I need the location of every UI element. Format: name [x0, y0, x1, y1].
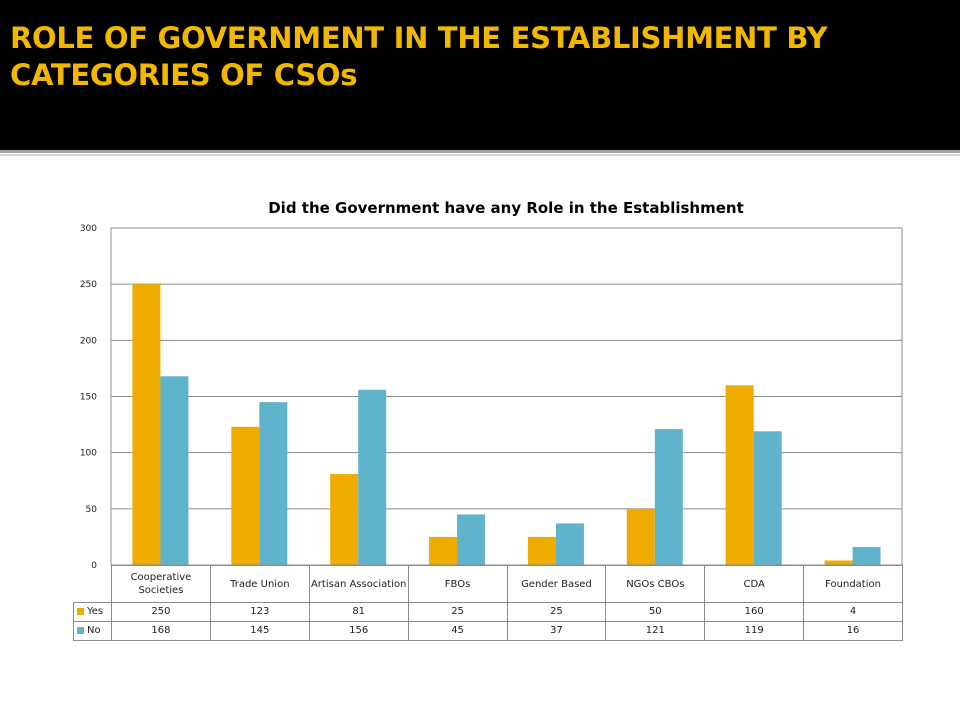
- chart-title: Did the Government have any Role in the …: [268, 199, 744, 217]
- data-label: 4: [803, 602, 903, 622]
- data-label: 156: [308, 621, 409, 641]
- bars: [132, 284, 881, 565]
- bar-yes-4: [527, 536, 556, 565]
- bar-yes-5: [626, 508, 655, 565]
- slide-title: ROLE OF GOVERNMENT IN THE ESTABLISHMENT …: [10, 21, 828, 92]
- y-tick-label: 50: [86, 505, 98, 515]
- bar-no-1: [259, 402, 288, 565]
- bar-yes-2: [330, 474, 359, 565]
- header-divider-light: [0, 154, 960, 156]
- bar-no-5: [654, 429, 683, 565]
- bar-yes-1: [231, 426, 260, 565]
- slide-header: [0, 0, 960, 150]
- legend-label: No: [87, 625, 101, 636]
- data-label: 250: [111, 602, 211, 622]
- category-row: Cooperative Societies Trade Union Artisan …: [73, 565, 903, 603]
- bar-no-6: [753, 431, 782, 565]
- legend-entry: No: [73, 621, 112, 641]
- data-label: 121: [605, 621, 706, 641]
- bar-yes-7: [824, 560, 853, 565]
- data-label: 45: [407, 621, 508, 641]
- header-divider: [0, 150, 960, 153]
- data-table: Cooperative Societies Trade Union Artisan …: [73, 565, 903, 641]
- table-corner: [73, 565, 112, 603]
- bar-no-0: [160, 376, 189, 565]
- category-label: Cooperative Societies: [111, 565, 211, 603]
- bar-no-7: [852, 547, 881, 565]
- bar-no-4: [555, 523, 584, 565]
- y-tick-label: 250: [80, 280, 97, 290]
- bar-yes-0: [132, 284, 161, 565]
- category-label: Trade Union: [209, 565, 310, 603]
- legend-swatch: [77, 626, 84, 634]
- bar-no-2: [358, 389, 387, 565]
- data-label: 50: [605, 602, 706, 622]
- data-label: 119: [704, 621, 805, 641]
- data-label: 25: [506, 602, 607, 622]
- gridlines: [111, 227, 902, 566]
- legend-entry: Yes: [73, 602, 112, 622]
- data-label: 37: [506, 621, 607, 641]
- category-label: Foundation: [803, 565, 903, 603]
- legend-label: Yes: [87, 606, 104, 617]
- category-label: NGOs CBOs: [605, 565, 706, 603]
- series-row-no: No 168 145 156 45 37 121 119 16: [73, 621, 903, 641]
- legend-swatch: [77, 607, 84, 615]
- category-label: Gender Based: [506, 565, 607, 603]
- series-row-yes: Yes 250 123 81 25 25 50 160 4: [73, 602, 903, 622]
- category-label: FBOs: [407, 565, 508, 603]
- category-label: Artisan Association: [308, 565, 409, 603]
- data-label: 25: [407, 602, 508, 622]
- data-label: 168: [111, 621, 211, 641]
- category-label: CDA: [704, 565, 805, 603]
- y-tick-label: 100: [80, 449, 97, 459]
- y-tick-label: 300: [80, 224, 97, 234]
- bar-yes-6: [725, 385, 754, 565]
- data-label: 160: [704, 602, 805, 622]
- bar-yes-3: [429, 536, 458, 565]
- bar-no-3: [457, 514, 486, 565]
- data-label: 145: [209, 621, 310, 641]
- data-label: 123: [209, 602, 310, 622]
- y-tick-label: 150: [80, 393, 97, 403]
- data-label: 16: [803, 621, 903, 641]
- y-tick-label: 200: [80, 336, 97, 346]
- data-label: 81: [308, 602, 409, 622]
